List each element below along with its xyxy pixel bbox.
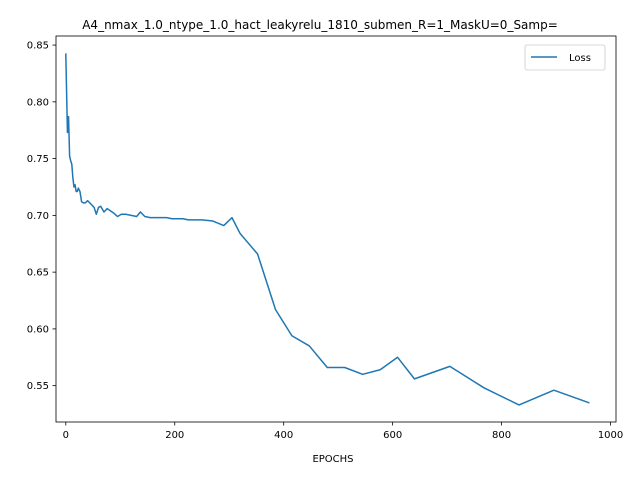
series-layer [65, 53, 590, 406]
plot-frame [55, 35, 617, 423]
x-tick-label: 1000 [598, 430, 623, 441]
y-tick-label: 0.85 [27, 41, 49, 52]
legend-box [524, 44, 606, 71]
x-tick-label: 600 [383, 430, 402, 441]
x-tick-label: 200 [165, 430, 184, 441]
y-tick-label: 0.65 [27, 268, 49, 279]
x-tick-label: 800 [492, 430, 511, 441]
y-tick-label: 0.80 [27, 97, 49, 108]
y-tick-label: 0.75 [27, 154, 49, 165]
x-tick-label: 400 [274, 430, 293, 441]
plot-area [55, 35, 617, 423]
y-tick-label: 0.70 [27, 211, 49, 222]
x-tick-label: 0 [63, 430, 69, 441]
legend-label-loss: Loss [569, 53, 591, 64]
legend: Loss [524, 44, 606, 71]
x-axis-label: EPOCHS [312, 454, 353, 465]
x-axis: 0 200 400 600 800 1000 [63, 422, 623, 441]
y-axis: 0.55 0.60 0.65 0.70 0.75 0.80 0.85 [27, 41, 56, 392]
y-tick-label: 0.55 [27, 381, 49, 392]
series-line-loss [65, 53, 590, 406]
chart-title: A4_nmax_1.0_ntype_1.0_hact_leakyrelu_181… [82, 18, 558, 32]
y-tick-label: 0.60 [27, 324, 49, 335]
